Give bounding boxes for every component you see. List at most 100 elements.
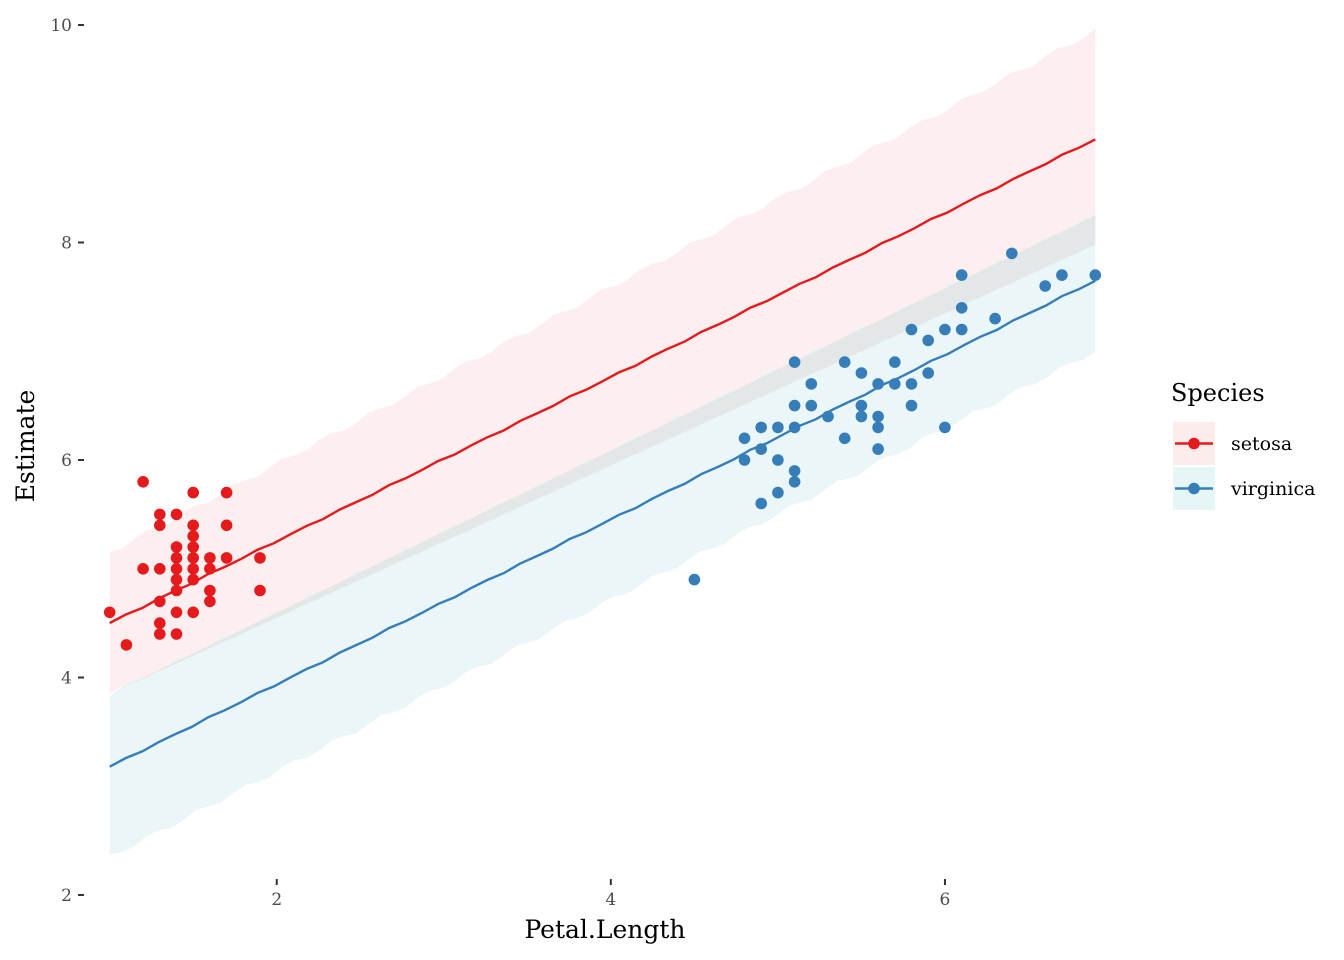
virginica-point [772, 421, 784, 434]
legend-title: Species [1171, 379, 1265, 407]
setosa-point [170, 508, 183, 521]
setosa-point [187, 563, 199, 575]
setosa-point [137, 563, 149, 575]
virginica-point [855, 410, 868, 423]
virginica-point [1056, 269, 1068, 281]
virginica-point [939, 323, 951, 336]
virginica-point [838, 356, 851, 368]
setosa-point [154, 617, 166, 629]
setosa-point [170, 541, 183, 553]
setosa-point [187, 606, 199, 619]
virginica-point [755, 421, 767, 434]
setosa-point [120, 639, 133, 651]
setosa-point [154, 595, 166, 608]
setosa-point [204, 584, 216, 597]
virginica-point [788, 399, 801, 412]
virginica-point [822, 410, 834, 423]
virginica-point [955, 323, 968, 336]
setosa-point [220, 486, 233, 499]
virginica-point [855, 367, 868, 379]
y-axis-title: Estimate [11, 390, 40, 503]
virginica-point [955, 269, 968, 281]
virginica-point [939, 421, 951, 434]
setosa-point [170, 584, 183, 597]
x-tick-label: 2 [271, 890, 282, 910]
legend-key-point-virginica [1188, 482, 1200, 495]
setosa-point [204, 552, 216, 564]
virginica-point [872, 410, 884, 423]
setosa-point [187, 573, 199, 586]
data-points [103, 247, 1102, 651]
legend: Species setosa virginica [1171, 379, 1315, 510]
ribbon-overlap [109, 215, 1096, 694]
setosa-point [170, 628, 183, 640]
virginica-point [788, 356, 801, 368]
virginica-point [738, 454, 751, 466]
setosa-fit-line [109, 138, 1096, 625]
legend-label-virginica: virginica [1230, 478, 1315, 500]
setosa-point [170, 563, 183, 575]
virginica-point [772, 454, 784, 466]
virginica-point [755, 497, 767, 510]
virginica-point [1006, 247, 1018, 260]
y-tick-label: 2 [61, 886, 72, 906]
virginica-point [922, 334, 934, 347]
setosa-point [220, 552, 233, 564]
virginica-point [905, 378, 918, 390]
virginica-point [688, 573, 701, 586]
setosa-point [187, 530, 199, 542]
setosa-point [254, 552, 266, 564]
virginica-point [788, 476, 801, 488]
virginica-point [905, 399, 918, 412]
virginica-point [922, 367, 934, 379]
virginica-point [738, 432, 751, 445]
x-tick-label: 4 [605, 890, 616, 910]
setosa-point [187, 519, 199, 532]
setosa-point [170, 573, 183, 586]
virginica-point [805, 378, 818, 390]
virginica-point [872, 421, 884, 434]
virginica-point [755, 443, 767, 455]
virginica-point [788, 421, 801, 434]
y-tick-label: 10 [50, 16, 72, 36]
setosa-point [187, 486, 199, 499]
virginica-point [788, 465, 801, 477]
virginica-point [872, 378, 884, 390]
virginica-point [772, 486, 784, 499]
virginica-point [1039, 280, 1051, 292]
setosa-point [187, 552, 199, 564]
y-tick-label: 8 [61, 234, 72, 254]
setosa-point [204, 595, 216, 608]
x-tick-label: 6 [940, 890, 951, 910]
setosa-point [154, 563, 166, 575]
setosa-point [103, 606, 116, 619]
virginica-point [855, 399, 868, 412]
virginica-point [955, 302, 968, 314]
setosa-point [154, 628, 166, 640]
setosa-point [154, 508, 166, 521]
setosa-ribbon [109, 28, 1096, 694]
x-axis-title: Petal.Length [524, 915, 685, 944]
y-tick-label: 6 [61, 451, 72, 471]
virginica-point [838, 432, 851, 445]
virginica-fit-line [109, 279, 1096, 768]
virginica-point [1089, 269, 1102, 281]
virginica-point [805, 399, 818, 412]
legend-label-setosa: setosa [1231, 433, 1292, 455]
setosa-point [170, 552, 183, 564]
virginica-point [889, 356, 901, 368]
setosa-point [137, 476, 149, 488]
setosa-point [204, 563, 216, 575]
virginica-ribbon [109, 214, 1096, 855]
setosa-point [220, 519, 233, 532]
setosa-point [187, 541, 199, 553]
setosa-point [170, 606, 183, 619]
setosa-point [254, 584, 266, 597]
virginica-point [889, 378, 901, 390]
y-axis: 2 4 6 8 10 [50, 16, 84, 906]
virginica-point [872, 443, 884, 455]
virginica-point [989, 312, 1001, 325]
virginica-point [905, 323, 918, 336]
legend-key-point-setosa [1188, 437, 1200, 450]
